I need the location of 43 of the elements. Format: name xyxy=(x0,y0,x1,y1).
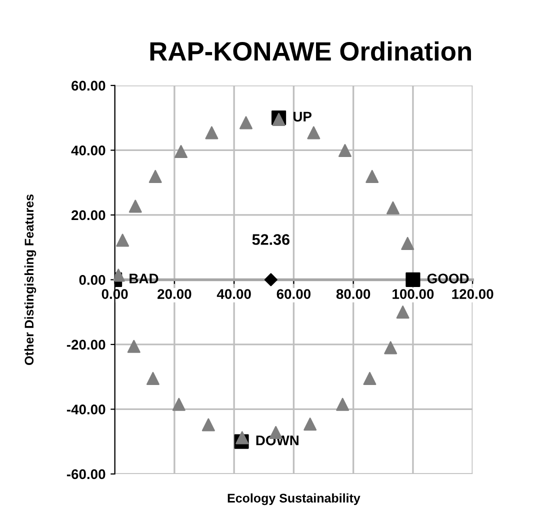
point xyxy=(384,341,398,354)
x-tick-label: 120.00 xyxy=(452,289,494,299)
point xyxy=(146,372,160,385)
point xyxy=(363,372,376,385)
annotation: 52.36 xyxy=(252,234,290,245)
x-tick-label: 60.00 xyxy=(276,289,311,299)
x-tick-label: 80.00 xyxy=(336,289,370,299)
annotation: BAD xyxy=(130,274,158,284)
point xyxy=(307,126,320,140)
point xyxy=(366,170,379,183)
point xyxy=(116,234,130,247)
point xyxy=(396,306,410,319)
point xyxy=(236,431,249,444)
x-tick-label: 20.00 xyxy=(158,289,192,299)
y-tick-label: -60.00 xyxy=(66,469,106,480)
annotation: UP xyxy=(294,112,312,122)
y-tick-label: 60.00 xyxy=(72,80,106,91)
x-axis-title: Ecology Sustainability xyxy=(228,493,360,506)
point xyxy=(401,236,414,250)
point xyxy=(239,116,252,130)
point xyxy=(127,340,140,353)
y-tick-label: 20.00 xyxy=(72,210,106,220)
y-tick-label: -40.00 xyxy=(66,404,106,414)
chart-title: RAP-KONAWE Ordination xyxy=(150,41,471,61)
point xyxy=(174,145,188,158)
point xyxy=(406,272,420,288)
point xyxy=(128,200,142,213)
point xyxy=(264,273,278,286)
y-tick-label: 40.00 xyxy=(71,146,106,156)
x-tick-label: 100.00 xyxy=(392,289,434,299)
point xyxy=(205,126,218,140)
y-axis-title: Other Distingishing Features xyxy=(24,194,36,365)
y-tick-label: -20.00 xyxy=(66,340,106,350)
point xyxy=(202,418,215,432)
point xyxy=(386,201,400,214)
y-tick-label: 0.00 xyxy=(79,275,106,285)
point xyxy=(336,398,350,411)
annotation: GOOD xyxy=(427,274,469,284)
x-tick-label: 40.00 xyxy=(216,289,251,299)
point xyxy=(148,170,162,183)
point xyxy=(338,144,352,158)
point xyxy=(172,398,186,411)
point xyxy=(304,418,317,431)
